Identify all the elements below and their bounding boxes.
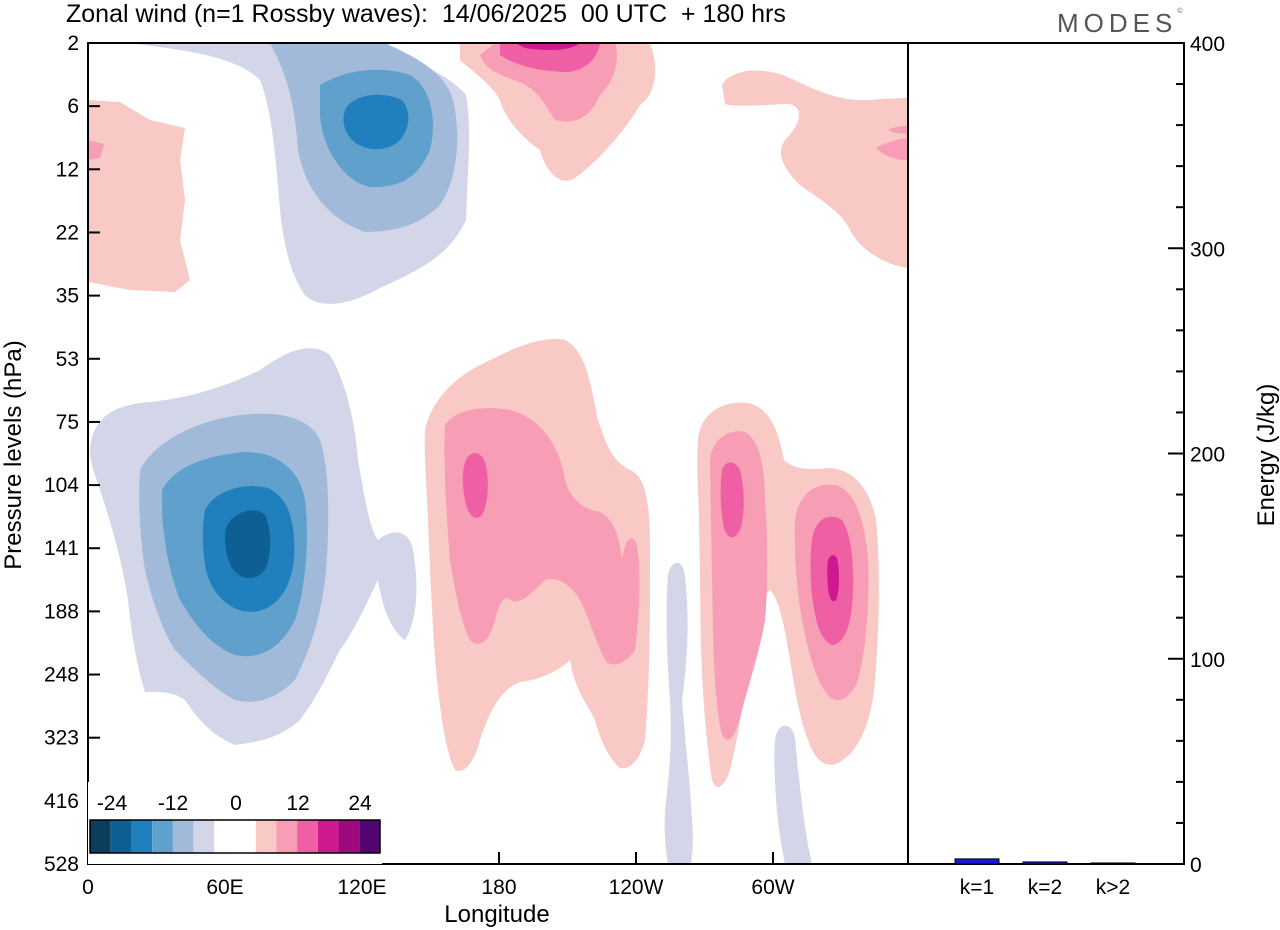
contour-region — [500, 43, 600, 72]
x-tick-label: 60E — [206, 876, 243, 899]
energy-bar — [954, 858, 1000, 865]
y-tick-label: 188 — [44, 600, 79, 623]
colorbar-swatch — [90, 820, 111, 853]
y-tick-label: 75 — [56, 411, 79, 434]
y-axis-title: Pressure levels (hPa) — [0, 340, 27, 569]
contour-region — [722, 70, 908, 268]
contour-region — [88, 140, 104, 160]
y-tick-label: 416 — [44, 790, 79, 813]
logo-mark: © — [1177, 8, 1183, 15]
colorbar-swatch — [359, 820, 380, 853]
contour-region — [515, 43, 580, 51]
y-tick-label: 323 — [44, 727, 79, 750]
x-axis: 0 60E 120E 180 120W 60W — [82, 852, 795, 899]
energy-tick-label: 0 — [1190, 854, 1202, 877]
energy-category-label: k>2 — [1096, 876, 1130, 899]
x-axis-title: Longitude — [444, 901, 549, 928]
y-tick-label: 22 — [56, 221, 79, 244]
contour-region — [720, 462, 744, 538]
contour-region — [888, 126, 908, 134]
energy-category-label: k=2 — [1028, 876, 1062, 899]
colorbar-label: 24 — [348, 792, 372, 815]
x-tick-label: 180 — [481, 876, 516, 899]
colorbar-swatch — [255, 820, 277, 853]
chart-title: Zonal wind (n=1 Rossby waves): 14/06/202… — [66, 0, 786, 28]
logo-text: MODES — [1057, 8, 1178, 38]
colorbar-label: -24 — [97, 792, 128, 815]
colorbar-swatch — [235, 820, 256, 853]
colorbar-swatch — [214, 820, 235, 853]
y-tick-label: 528 — [44, 853, 79, 876]
y-axis-left: 2 6 12 22 35 53 75 104 141 188 248 323 416 528 — [44, 32, 100, 876]
contour-region — [876, 138, 908, 160]
colorbar-frame — [89, 819, 381, 854]
energy-tick-label: 400 — [1190, 33, 1225, 56]
colorbar-swatch — [131, 820, 153, 853]
x-tick-label: 0 — [82, 876, 94, 899]
colorbar-swatch — [193, 820, 215, 853]
contour-field — [88, 43, 908, 864]
x-tick-label: 120W — [609, 876, 664, 899]
colorbar-swatch — [152, 820, 173, 853]
contour-region — [88, 100, 190, 292]
contour-region — [664, 562, 693, 864]
contour-region — [774, 725, 812, 864]
colorbar-swatch — [338, 820, 360, 853]
energy-tick-label: 200 — [1190, 444, 1225, 467]
colorbar: -24 -12 0 12 24 — [88, 782, 382, 864]
energy-bar — [1090, 862, 1136, 865]
colorbar-label: 12 — [286, 792, 309, 815]
contour-region — [225, 510, 271, 579]
y-tick-label: 104 — [44, 474, 79, 497]
energy-bars: k=1 k=2 k>2 — [954, 858, 1136, 899]
modes-logo: MODES© — [1057, 8, 1183, 39]
y-axis-right: 0 100 200 300 400 — [1168, 33, 1225, 877]
contour-region — [462, 453, 488, 518]
y-tick-label: 12 — [56, 158, 79, 181]
contour-region — [827, 555, 840, 602]
colorbar-label: 0 — [230, 792, 242, 815]
energy-bar — [1022, 861, 1068, 865]
energy-axis-title: Energy (J/kg) — [1253, 384, 1280, 527]
y-tick-label: 2 — [67, 32, 79, 55]
y-tick-label: 141 — [44, 537, 79, 560]
y-tick-label: 248 — [44, 664, 79, 687]
energy-tick-label: 300 — [1190, 238, 1225, 261]
colorbar-swatch — [110, 820, 132, 853]
x-tick-label: 60W — [751, 876, 794, 899]
y-tick-label: 6 — [67, 95, 79, 118]
contour-region — [343, 94, 409, 150]
energy-category-label: k=1 — [960, 876, 994, 899]
colorbar-swatch — [297, 820, 318, 853]
colorbar-swatch — [276, 820, 298, 853]
y-tick-label: 35 — [56, 285, 79, 308]
colorbar-label: -12 — [158, 792, 188, 815]
y-tick-label: 53 — [56, 348, 79, 371]
x-tick-label: 120E — [337, 876, 386, 899]
colorbar-swatch — [317, 820, 339, 853]
colorbar-swatch — [172, 820, 194, 853]
energy-tick-label: 100 — [1190, 649, 1225, 672]
contour-region — [444, 408, 640, 665]
